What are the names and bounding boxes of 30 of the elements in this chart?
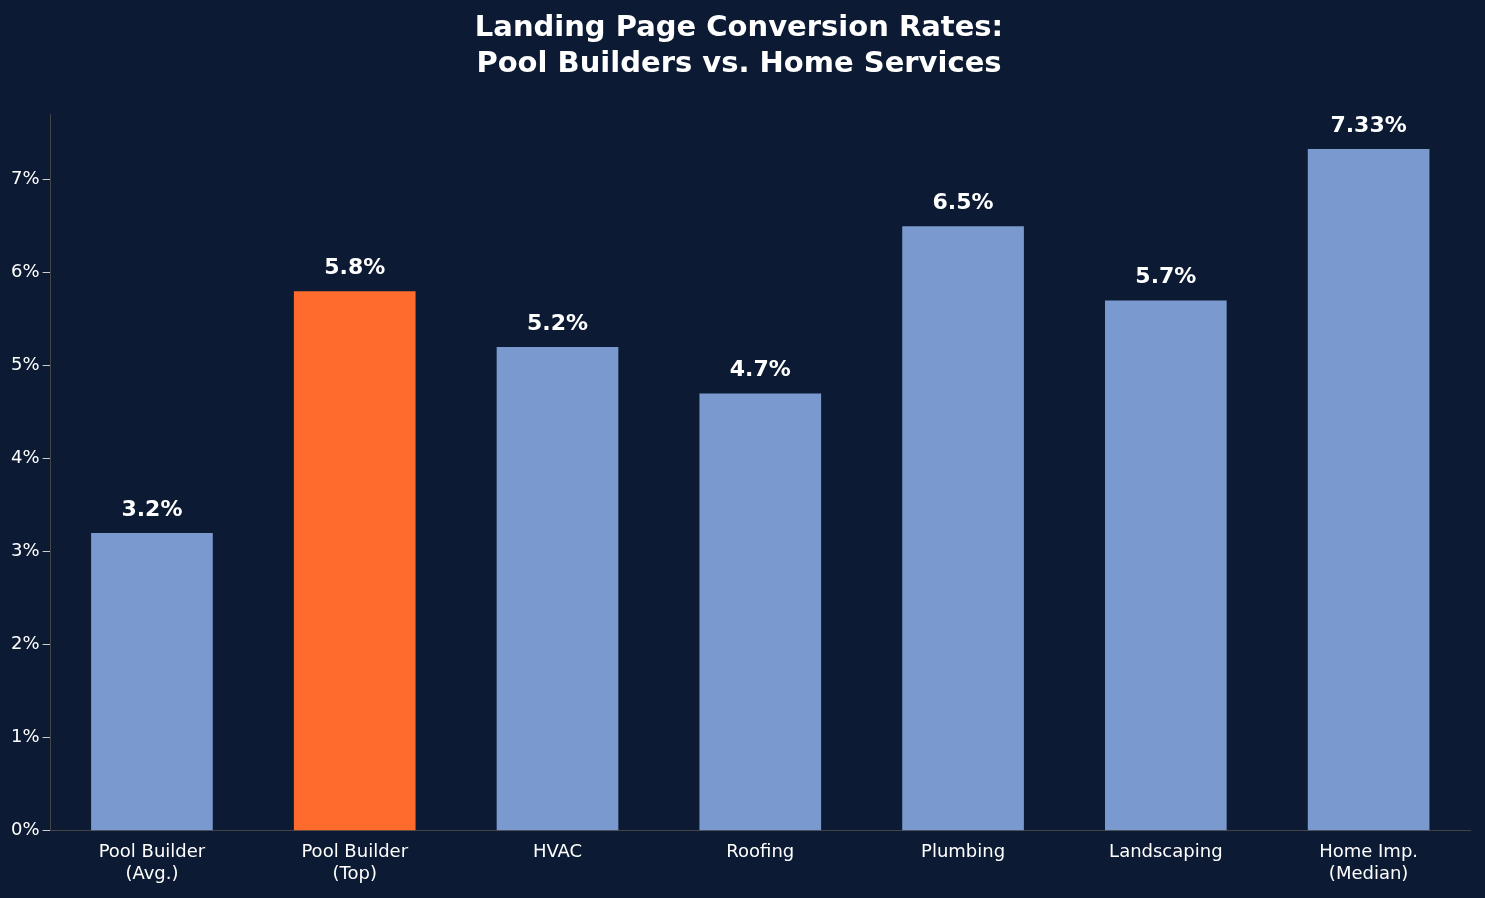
data-label: 6.5%	[932, 188, 994, 214]
x-tick-label: Plumbing	[921, 840, 1006, 862]
bar	[293, 291, 416, 831]
x-tick-label: Pool Builder (Top)	[301, 840, 409, 883]
y-tick-label: 3%	[10, 539, 40, 561]
y-tick-label: 7%	[10, 167, 40, 189]
x-tick-label: Pool Builder (Avg.)	[98, 840, 206, 883]
bar	[1105, 300, 1227, 831]
x-tick-label: Landscaping	[1109, 840, 1223, 862]
x-tick-label: Roofing	[726, 840, 795, 862]
bar	[91, 533, 213, 831]
bar	[902, 226, 1024, 831]
x-tick-label: Home Imp. (Median)	[1319, 840, 1419, 883]
bar	[1307, 148, 1430, 831]
data-label: 3.2%	[121, 495, 183, 521]
data-label: 5.2%	[526, 309, 589, 335]
bar	[496, 347, 619, 831]
data-label: 5.8%	[324, 253, 386, 279]
y-tick-label: 1%	[10, 725, 40, 747]
x-tick-label: HVAC	[532, 840, 583, 862]
y-tick-label: 2%	[10, 632, 40, 654]
chart-title: Landing Page Conversion Rates: Pool Builders vs. Home Services	[474, 8, 1004, 79]
y-tick-label: 0%	[10, 818, 40, 840]
data-label: 5.7%	[1135, 263, 1197, 289]
y-tick-label: 6%	[10, 260, 40, 282]
data-label: 7.33%	[1330, 111, 1407, 137]
data-label: 4.7%	[729, 356, 791, 382]
bar	[699, 393, 822, 831]
y-tick-label: 5%	[10, 353, 40, 375]
y-tick-label: 4%	[10, 446, 40, 468]
